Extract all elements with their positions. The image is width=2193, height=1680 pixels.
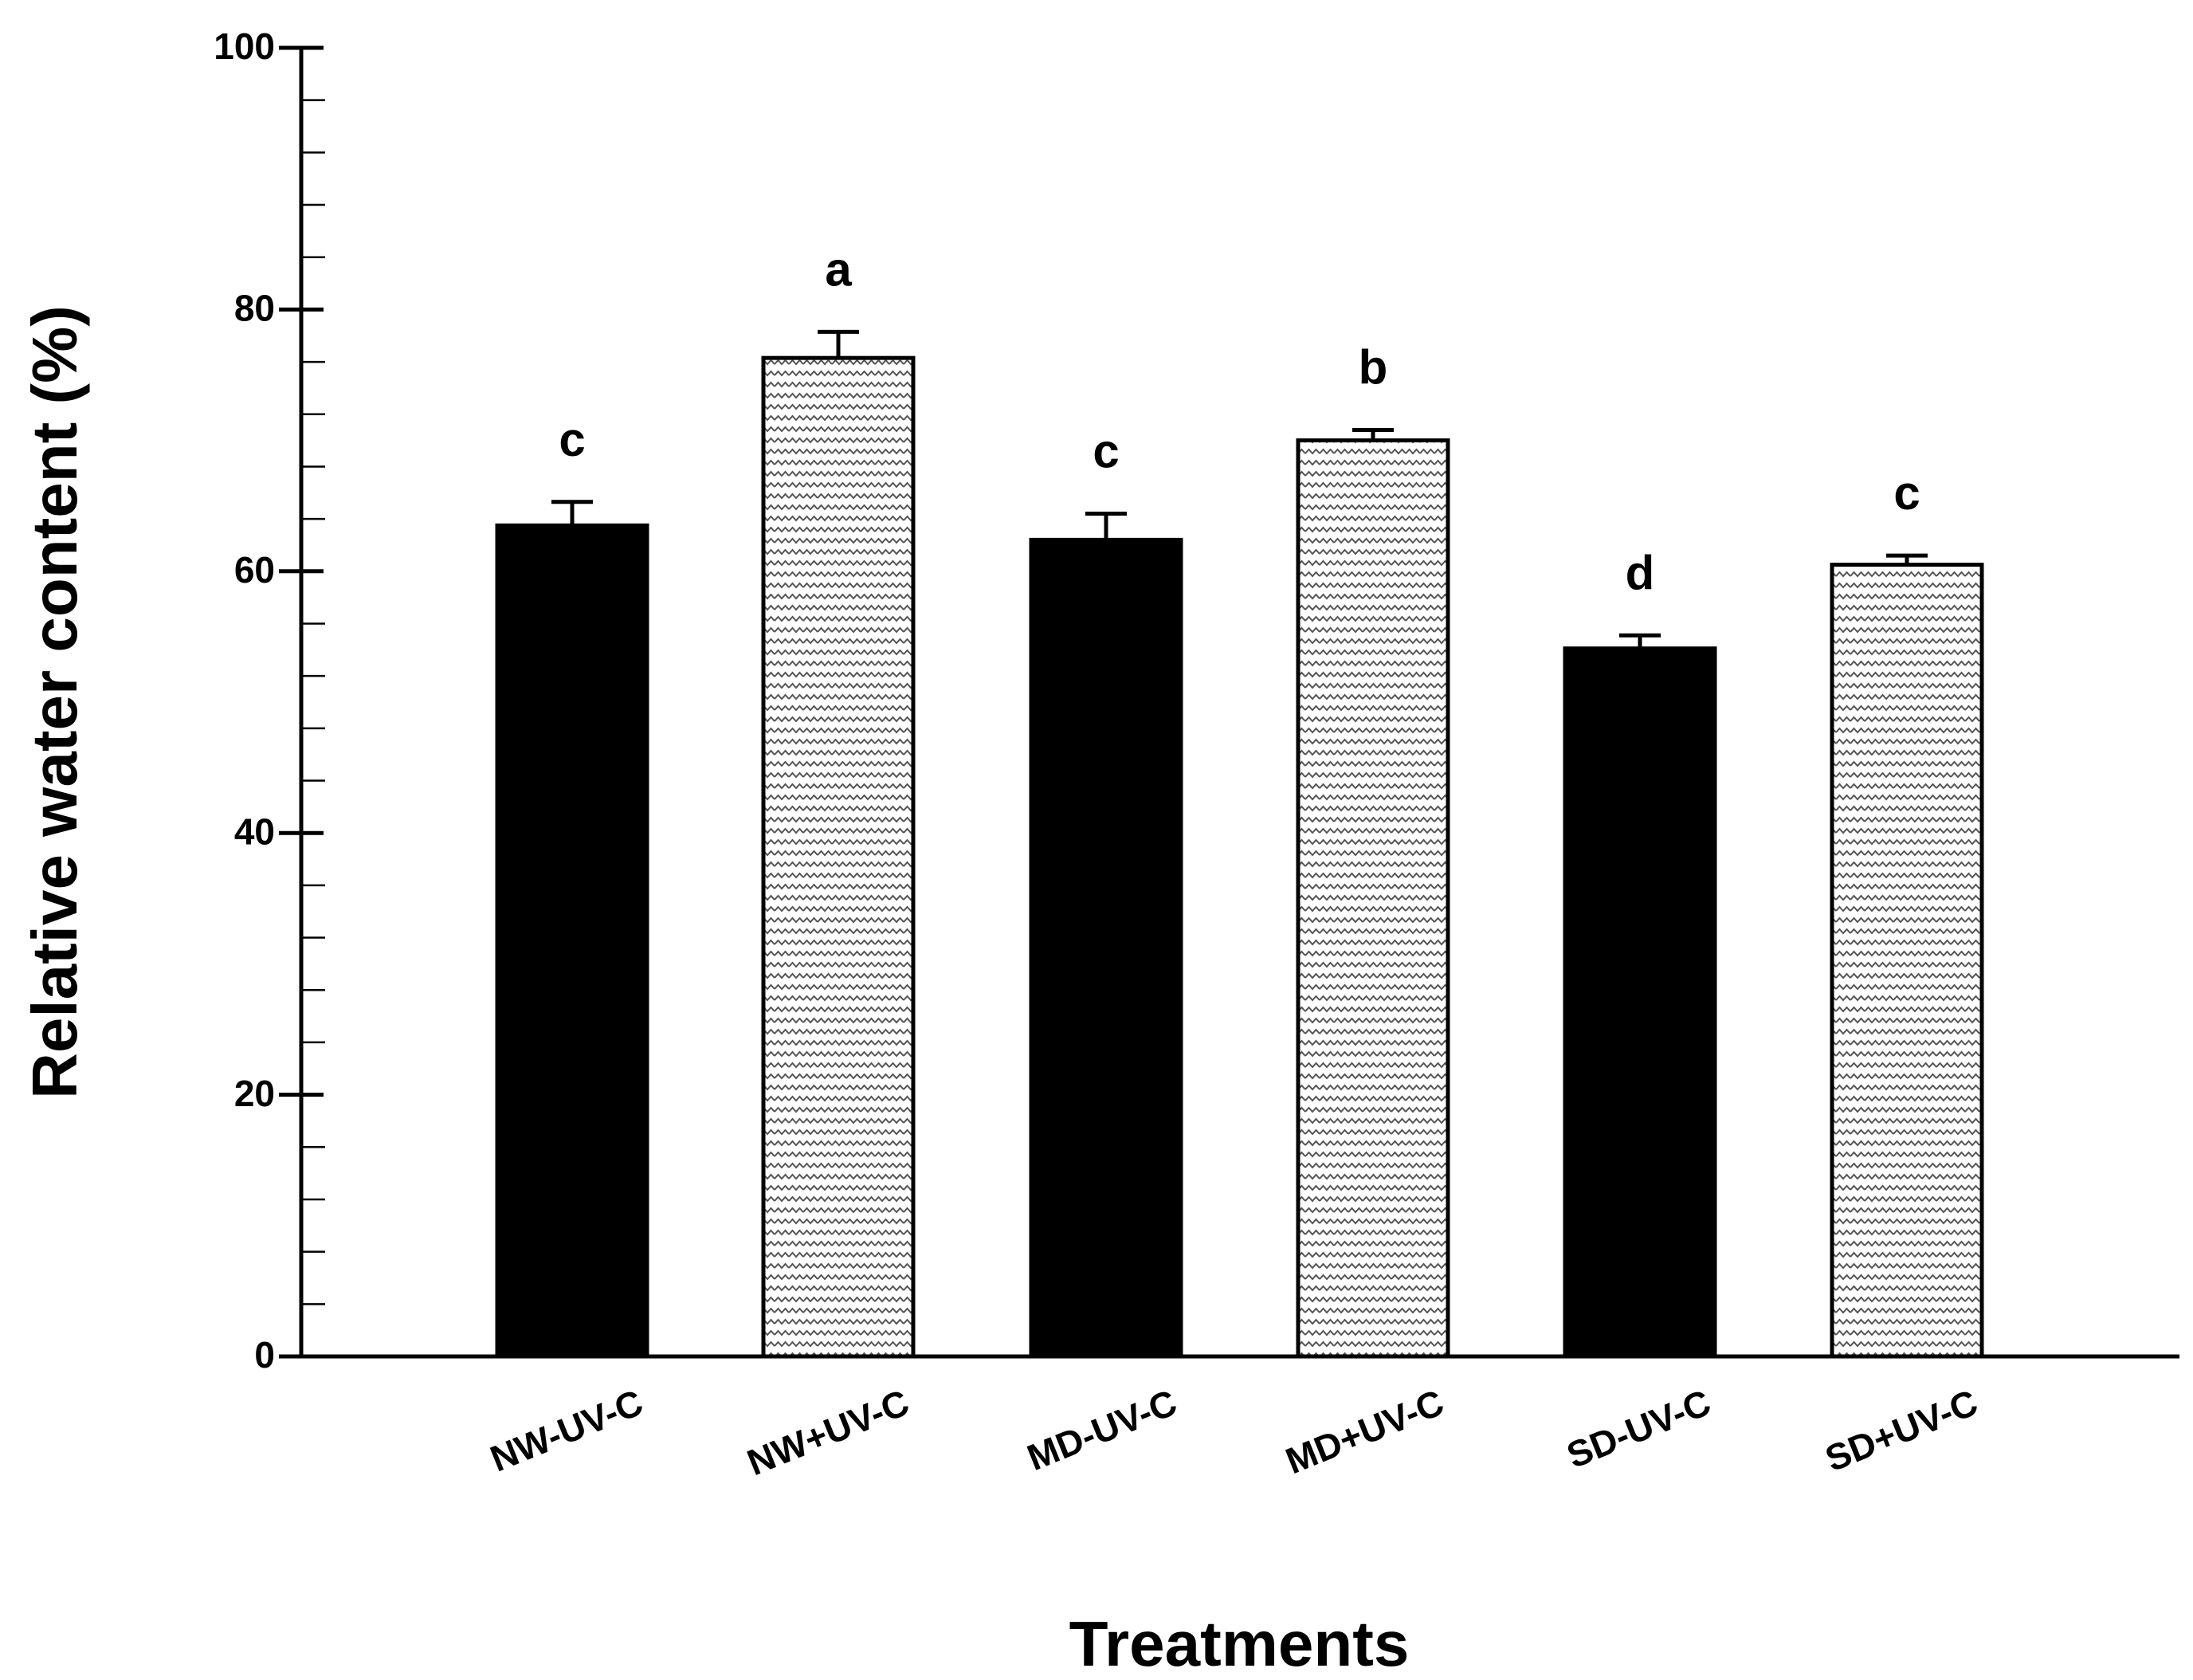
y-axis-ticks: 0 20 40 60 80 100 <box>214 26 325 1376</box>
bar-sd-uv-c <box>1563 646 1717 1359</box>
bars-group <box>495 355 1984 1359</box>
y-tick-label-100: 100 <box>214 26 275 67</box>
significance-letter-sd-uv-c: d <box>1626 546 1655 599</box>
bar-mdplus-uv-c <box>1296 438 1450 1359</box>
x-tick-label-sd-uv-c: SD-UV-C <box>1561 1381 1716 1476</box>
x-tick-label-nwplus-uv-c: NW+UV-C <box>741 1381 914 1483</box>
bar-nw-uv-c <box>495 523 649 1359</box>
x-axis-category-labels: NW-UV-C NW+UV-C MD-UV-C MD+UV-C SD-UV-C SD+UV… <box>484 1381 1983 1483</box>
y-tick-label-20: 20 <box>234 1073 275 1114</box>
significance-letter-nw-uv-c: c <box>559 413 585 466</box>
significance-letter-sdplus-uv-c: c <box>1893 466 1920 520</box>
error-bars-group <box>551 329 1928 649</box>
x-axis-title: Treatments <box>1069 1608 1410 1679</box>
bar-sdplus-uv-c <box>1830 563 1984 1359</box>
y-tick-label-80: 80 <box>234 288 275 329</box>
significance-letter-md-uv-c: c <box>1093 425 1119 478</box>
significance-letter-mdplus-uv-c: b <box>1359 340 1388 394</box>
x-tick-label-nw-uv-c: NW-UV-C <box>484 1381 649 1479</box>
significance-letters-group: c a c b d c <box>559 242 1920 599</box>
x-tick-label-sdplus-uv-c: SD+UV-C <box>1819 1381 1983 1479</box>
x-tick-label-mdplus-uv-c: MD+UV-C <box>1280 1381 1450 1482</box>
bar-md-uv-c <box>1029 537 1183 1359</box>
y-tick-label-0: 0 <box>254 1334 275 1376</box>
y-axis-title: Relative water content (%) <box>19 305 90 1099</box>
x-tick-label-md-uv-c: MD-UV-C <box>1022 1381 1183 1478</box>
y-tick-label-40: 40 <box>234 811 275 852</box>
bar-nwplus-uv-c <box>761 355 916 1359</box>
y-tick-label-60: 60 <box>234 549 275 591</box>
significance-letter-nwplus-uv-c: a <box>825 242 852 296</box>
